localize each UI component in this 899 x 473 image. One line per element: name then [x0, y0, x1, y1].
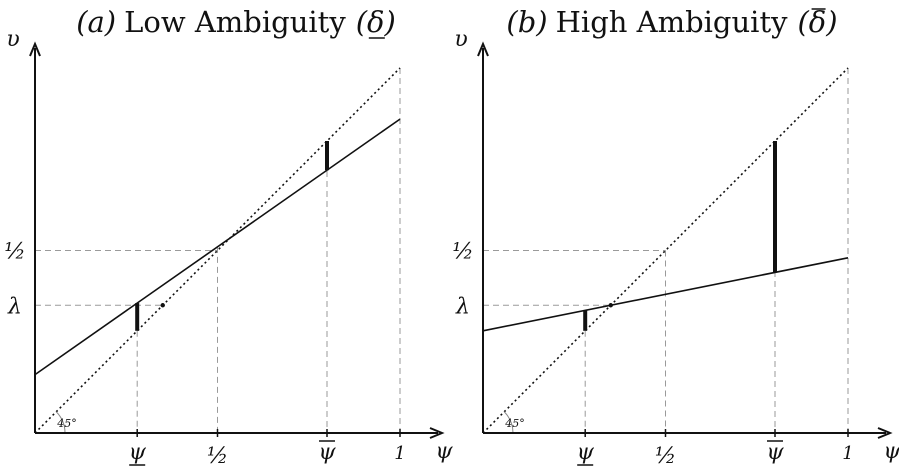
- x-tick-one: 1: [842, 443, 853, 464]
- angle-arc: [55, 411, 66, 434]
- x-tick-half: ½: [207, 444, 228, 469]
- panel-title-text: Low Ambiguity: [124, 5, 346, 39]
- panel-title-text: High Ambiguity: [556, 5, 788, 39]
- x-tick-psi-low: ψ: [577, 440, 595, 465]
- x-axis-label: ψ: [883, 439, 899, 464]
- intersection-point: [608, 303, 613, 308]
- panel-a: (a) Low Ambiguity (δ) 45° υ ψ ½ λ ψ ½ ψ 1: [4, 5, 453, 469]
- panel-title-delta: (δ): [356, 5, 396, 39]
- x-axis-label: ψ: [435, 439, 453, 464]
- panel-b: (b) High Ambiguity (δ) 45° υ ψ ½ λ ψ ½ ψ 1: [452, 5, 899, 469]
- y-tick-lambda: λ: [7, 294, 22, 319]
- angle-label: 45°: [504, 417, 525, 430]
- panel-title-prefix: (a): [76, 5, 116, 39]
- y-axis-arrow: [29, 41, 41, 57]
- y-tick-lambda: λ: [455, 294, 470, 319]
- x-tick-psi-high: ψ: [318, 440, 336, 465]
- diagonal-45-line: [34, 67, 401, 434]
- valuation-line: [34, 118, 401, 376]
- x-axis-arrow: [877, 427, 893, 439]
- angle-label: 45°: [56, 417, 77, 430]
- y-axis-label: υ: [6, 27, 19, 52]
- y-axis-label: υ: [454, 27, 467, 52]
- angle-arc: [503, 411, 514, 434]
- y-tick-half: ½: [4, 240, 25, 265]
- x-tick-psi-high: ψ: [766, 440, 784, 465]
- x-tick-psi-low: ψ: [129, 440, 147, 465]
- diagonal-45-line: [482, 67, 849, 434]
- panel-title: (a) Low Ambiguity (δ): [76, 5, 396, 39]
- intersection-point: [160, 303, 165, 308]
- y-axis-arrow: [477, 41, 489, 57]
- x-tick-half: ½: [655, 444, 676, 469]
- panel-title-delta: (δ): [797, 5, 837, 39]
- x-tick-one: 1: [394, 443, 405, 464]
- panel-title: (b) High Ambiguity (δ): [506, 5, 837, 39]
- panel-title-prefix: (b): [506, 5, 547, 39]
- valuation-line: [482, 257, 849, 332]
- x-axis-arrow: [429, 427, 445, 439]
- y-tick-half: ½: [452, 240, 473, 265]
